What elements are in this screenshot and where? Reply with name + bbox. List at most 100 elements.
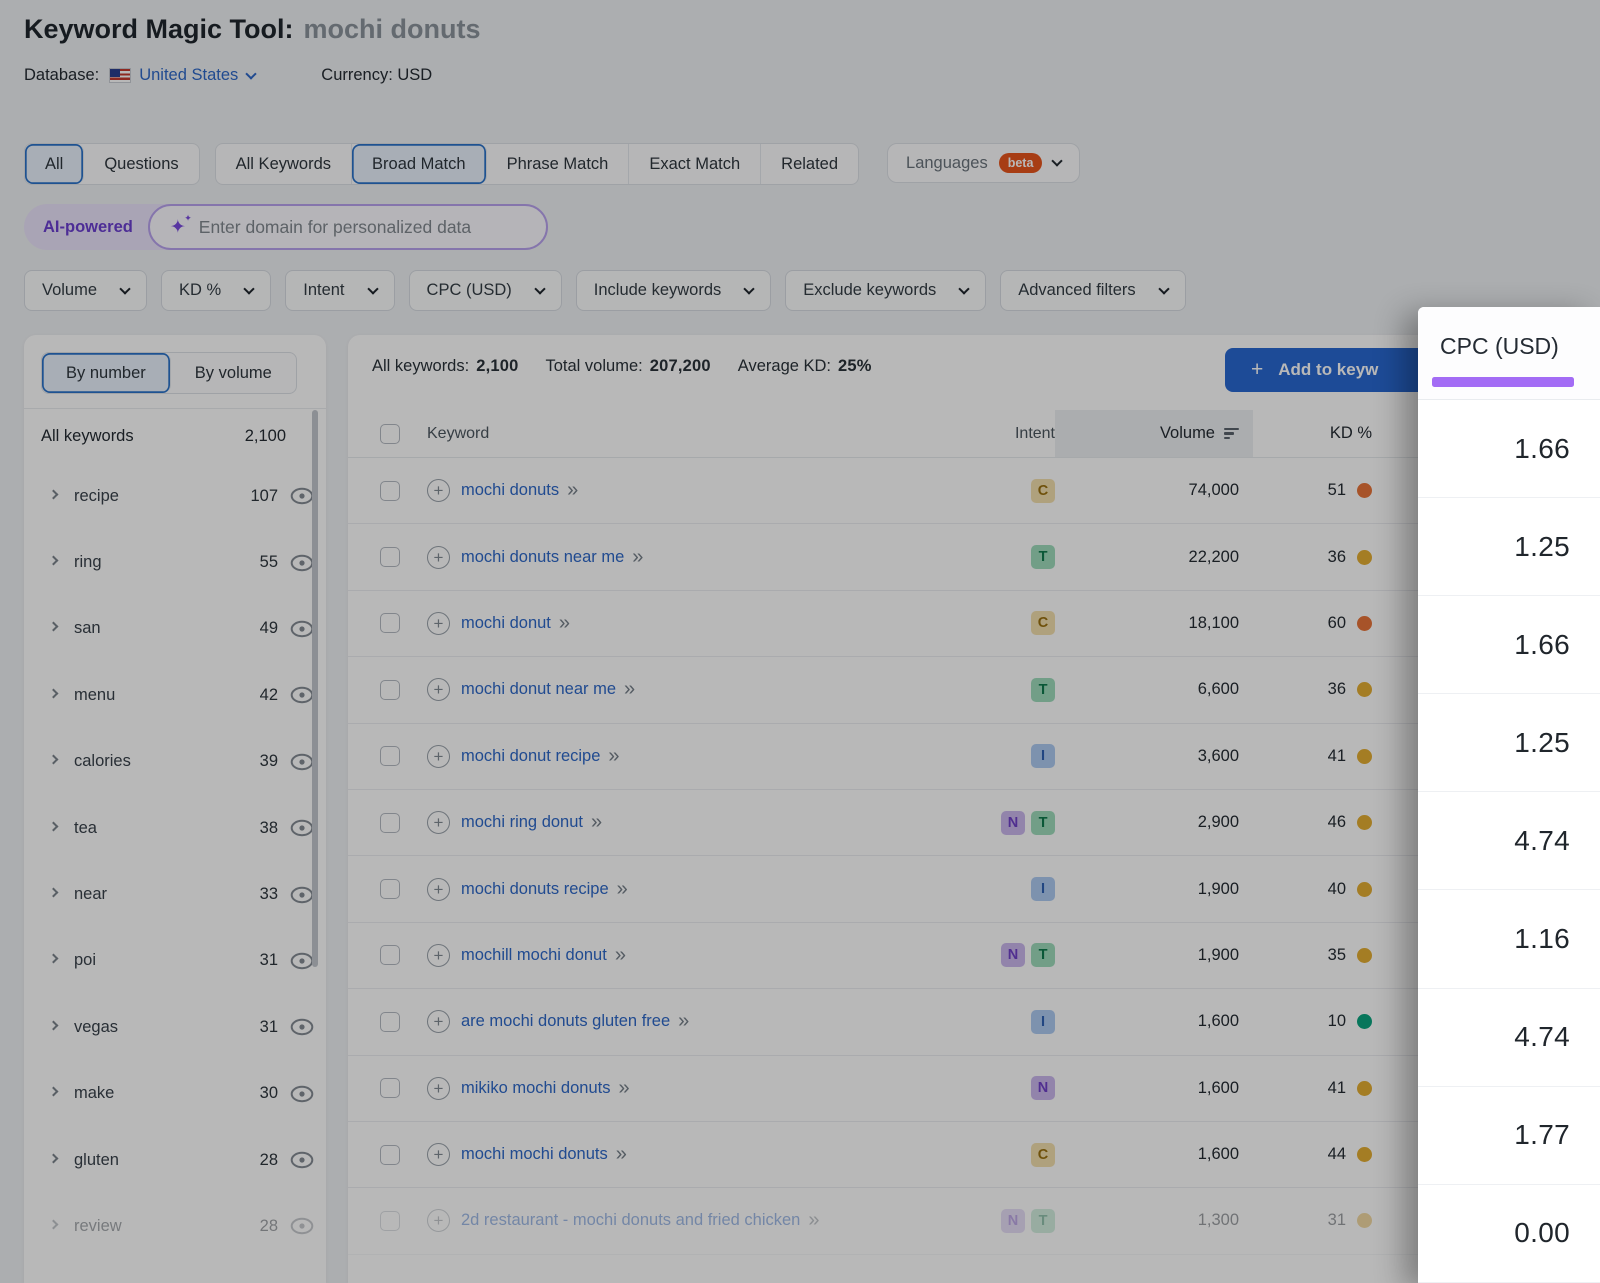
keyword-link[interactable]: mochi donut recipe	[461, 746, 601, 765]
keyword-group-near[interactable]: near 33	[24, 861, 326, 927]
row-checkbox[interactable]	[380, 1210, 400, 1231]
row-checkbox[interactable]	[380, 746, 400, 767]
row-checkbox[interactable]	[380, 1144, 400, 1165]
database-selector[interactable]: United States	[139, 66, 257, 85]
open-keyword-icon[interactable]: »	[632, 545, 643, 568]
keyword-link[interactable]: are mochi donuts gluten free	[461, 1012, 671, 1031]
keyword-group-vegas[interactable]: vegas 31	[24, 994, 326, 1060]
keyword-group-poi[interactable]: poi 31	[24, 928, 326, 994]
eye-icon[interactable]	[290, 1217, 314, 1235]
row-checkbox[interactable]	[380, 812, 400, 833]
open-keyword-icon[interactable]: »	[614, 943, 626, 966]
row-checkbox[interactable]	[380, 480, 400, 501]
all-keywords-group[interactable]: All keywords 2,100	[24, 409, 326, 463]
tab-broad-match[interactable]: Broad Match	[352, 144, 487, 184]
tab-all-keywords[interactable]: All Keywords	[216, 144, 353, 184]
open-keyword-icon[interactable]: »	[615, 1143, 627, 1166]
keyword-link[interactable]: 2d restaurant - mochi donuts and fried c…	[461, 1211, 801, 1230]
open-keyword-icon[interactable]: »	[616, 877, 628, 900]
open-keyword-icon[interactable]: »	[567, 479, 578, 502]
keyword-group-menu[interactable]: menu 42	[24, 662, 326, 728]
group-label: gluten	[74, 1150, 119, 1169]
add-keyword-icon[interactable]: +	[427, 1209, 450, 1233]
add-keyword-icon[interactable]: +	[427, 1076, 450, 1100]
eye-icon[interactable]	[290, 620, 314, 638]
open-keyword-icon[interactable]: »	[624, 678, 635, 701]
row-checkbox[interactable]	[380, 547, 400, 568]
toggle-by-number[interactable]: By number	[42, 353, 171, 393]
eye-icon[interactable]	[290, 1085, 314, 1103]
keyword-link[interactable]: mochill mochi donut	[461, 945, 607, 964]
open-keyword-icon[interactable]: »	[808, 1209, 819, 1232]
keyword-link[interactable]: mikiko mochi donuts	[461, 1078, 611, 1097]
sidebar-scrollbar[interactable]	[312, 410, 318, 967]
eye-icon[interactable]	[290, 753, 314, 771]
eye-icon[interactable]	[290, 819, 314, 837]
select-all-checkbox[interactable]	[380, 423, 400, 444]
add-keyword-icon[interactable]: +	[427, 877, 450, 901]
tab-questions[interactable]: Questions	[104, 154, 179, 173]
eye-icon[interactable]	[290, 1018, 314, 1036]
toggle-by-volume[interactable]: By volume	[194, 363, 272, 382]
keyword-group-recipe[interactable]: recipe 107	[24, 463, 326, 529]
row-checkbox[interactable]	[380, 879, 400, 900]
add-keyword-icon[interactable]: +	[427, 611, 450, 635]
add-keyword-icon[interactable]: +	[427, 1010, 450, 1034]
keyword-link[interactable]: mochi ring donut	[461, 813, 583, 832]
row-checkbox[interactable]	[380, 1078, 400, 1099]
add-keyword-icon[interactable]: +	[427, 1143, 450, 1167]
keyword-group-ring[interactable]: ring 55	[24, 529, 326, 595]
add-keyword-icon[interactable]: +	[427, 678, 450, 702]
keyword-link[interactable]: mochi donut	[461, 613, 551, 632]
add-keyword-icon[interactable]: +	[427, 811, 450, 835]
filter-cpc-usd[interactable]: CPC (USD)	[408, 270, 562, 311]
column-keyword[interactable]: Keyword	[427, 424, 490, 442]
domain-input[interactable]: ✦ Enter domain for personalized data	[147, 204, 548, 250]
column-volume[interactable]: Volume	[1055, 410, 1253, 457]
keyword-group-calories[interactable]: calories 39	[24, 729, 326, 795]
tab-exact-match[interactable]: Exact Match	[629, 144, 762, 184]
eye-icon[interactable]	[290, 952, 314, 970]
keyword-link[interactable]: mochi donuts recipe	[461, 879, 609, 898]
column-intent[interactable]: Intent	[1014, 424, 1055, 442]
add-keyword-icon[interactable]: +	[427, 943, 450, 967]
filter-intent[interactable]: Intent	[285, 270, 395, 311]
add-keyword-icon[interactable]: +	[427, 479, 450, 503]
keyword-link[interactable]: mochi mochi donuts	[461, 1145, 608, 1164]
keyword-group-make[interactable]: make 30	[24, 1061, 326, 1127]
keyword-group-review[interactable]: review 28	[24, 1193, 326, 1259]
keyword-group-tea[interactable]: tea 38	[24, 795, 326, 861]
open-keyword-icon[interactable]: »	[678, 1010, 689, 1033]
eye-icon[interactable]	[290, 554, 314, 572]
keyword-link[interactable]: mochi donuts	[461, 481, 560, 500]
eye-icon[interactable]	[290, 1151, 314, 1169]
filter-exclude-keywords[interactable]: Exclude keywords	[785, 270, 987, 311]
filter-include-keywords[interactable]: Include keywords	[575, 270, 772, 311]
add-keyword-icon[interactable]: +	[427, 545, 450, 569]
filter-volume[interactable]: Volume	[24, 270, 148, 311]
keyword-group-san[interactable]: san 49	[24, 596, 326, 662]
keyword-link[interactable]: mochi donuts near me	[461, 547, 625, 566]
tab-all[interactable]: All	[25, 144, 85, 184]
chevron-right-icon	[48, 887, 59, 898]
row-checkbox[interactable]	[380, 613, 400, 634]
eye-icon[interactable]	[290, 487, 314, 505]
open-keyword-icon[interactable]: »	[591, 811, 602, 834]
row-checkbox[interactable]	[380, 679, 400, 700]
filter-advanced-filters[interactable]: Advanced filters	[1000, 270, 1186, 311]
tab-related[interactable]: Related	[781, 154, 839, 173]
eye-icon[interactable]	[290, 686, 314, 704]
open-keyword-icon[interactable]: »	[558, 611, 570, 634]
row-checkbox[interactable]	[380, 1011, 400, 1032]
open-keyword-icon[interactable]: »	[608, 744, 619, 767]
filter-kd[interactable]: KD %	[161, 270, 272, 311]
keyword-group-gluten[interactable]: gluten 28	[24, 1127, 326, 1193]
open-keyword-icon[interactable]: »	[618, 1076, 629, 1099]
languages-dropdown[interactable]: Languages beta	[887, 143, 1081, 183]
eye-icon[interactable]	[290, 886, 314, 904]
tab-phrase-match[interactable]: Phrase Match	[487, 144, 630, 184]
column-kd[interactable]: KD %	[1329, 424, 1372, 442]
keyword-link[interactable]: mochi donut near me	[461, 680, 617, 699]
add-keyword-icon[interactable]: +	[427, 744, 450, 768]
row-checkbox[interactable]	[380, 945, 400, 966]
